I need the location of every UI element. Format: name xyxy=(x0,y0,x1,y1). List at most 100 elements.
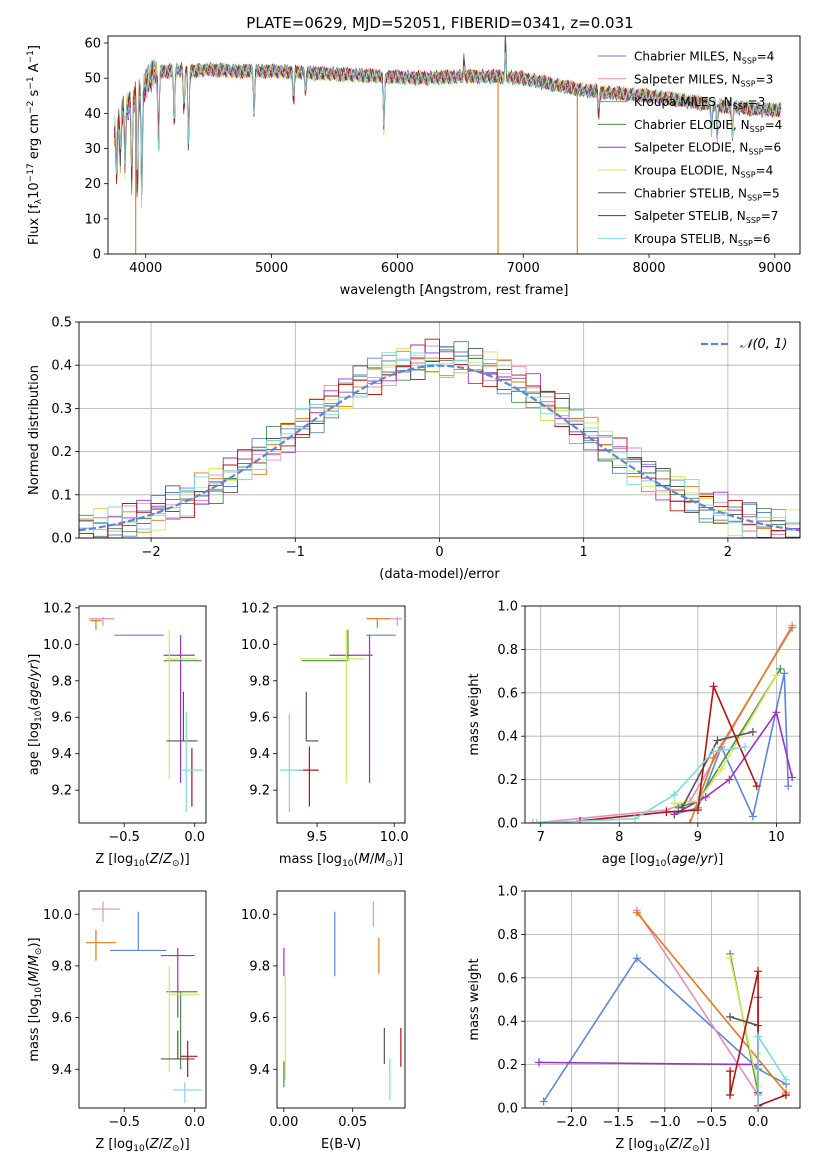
x-tick-label: −0.5 xyxy=(108,1115,140,1130)
weight-marker xyxy=(726,1067,735,1076)
x-tick-label: 10 xyxy=(768,830,785,845)
weight-marker xyxy=(528,819,537,823)
axes-frame xyxy=(276,605,406,824)
spectrum-series-kroupa-stelib xyxy=(113,51,782,209)
weight-series-salpeter-miles xyxy=(532,625,793,823)
x-tick-label: −2.0 xyxy=(556,1115,588,1130)
weight-marker xyxy=(772,671,781,680)
legend-label: Chabrier STELIB, NSSP=5 xyxy=(634,186,780,202)
weight-marker xyxy=(772,708,781,717)
x-tick-label: 9000 xyxy=(758,261,791,276)
weight-lines xyxy=(528,621,797,823)
x-tick-label: 4000 xyxy=(129,261,162,276)
x-tick-label: −1 xyxy=(286,545,305,560)
weight-marker xyxy=(717,764,726,773)
weight-marker xyxy=(788,773,797,782)
weight-marker xyxy=(686,819,694,823)
axes-frame xyxy=(78,321,801,539)
weight-marker xyxy=(754,1104,763,1108)
axes-frame xyxy=(276,890,406,1109)
y-tick-label: 0.8 xyxy=(497,643,518,658)
weight-marker xyxy=(748,727,757,736)
weight-marker xyxy=(782,1090,791,1099)
y-tick-label: 9.8 xyxy=(249,959,270,974)
weight-vs-age-panel: 7 8 9 10 0.0 0.2 0.4 0.6 0.8 1.0 age [log10(age/yr… xyxy=(467,600,801,869)
y-tick-label: 9.2 xyxy=(249,784,270,799)
y-tick-label: 50 xyxy=(84,72,101,87)
errorbars xyxy=(280,616,402,813)
legend-label: Salpeter STELIB, NSSP=7 xyxy=(634,209,778,225)
y-tick-label: 0.2 xyxy=(497,773,518,788)
x-axis-label: wavelength [Angstrom, rest frame] xyxy=(340,283,569,298)
y-tick-label: 10.2 xyxy=(241,601,270,616)
weight-marker xyxy=(693,797,702,806)
weight-marker xyxy=(534,1058,543,1067)
y-axis-label: mass weight xyxy=(467,673,482,755)
axes-frame xyxy=(524,605,801,824)
y-tick-label: 9.6 xyxy=(249,1011,270,1026)
weight-marker xyxy=(726,954,735,963)
weight-marker xyxy=(693,805,702,814)
spectrum-panel: 4000 5000 6000 7000 8000 9000 0 10 20 30 40 50 60 wav… xyxy=(26,35,801,298)
weight-marker xyxy=(752,782,761,791)
x-tick-label: −0.5 xyxy=(108,830,140,845)
histogram-salpeter-stelib xyxy=(79,338,800,538)
x-tick-label: 8000 xyxy=(632,261,665,276)
axis-label: age [log10(age/yr)] xyxy=(27,654,44,776)
axes-frame xyxy=(524,890,801,1109)
normal-curve xyxy=(79,364,800,532)
weight-marker xyxy=(726,1090,735,1099)
weight-marker xyxy=(709,747,718,756)
residuals-histogram-panel: −2 −1 0 1 2 0.0 0.1 0.2 0.3 0.4 0.5 (data-model)/er… xyxy=(27,316,801,582)
x-tick-label: 9 xyxy=(694,830,702,845)
errorbars xyxy=(283,901,402,1101)
x-tick-label: −2 xyxy=(142,545,161,560)
legend-label: Kroupa MILES, NSSP=3 xyxy=(634,95,765,111)
x-tick-label: 9.5 xyxy=(307,830,328,845)
errorbars xyxy=(88,616,204,813)
y-tick-label: 0 xyxy=(93,248,101,263)
y-tick-label: 1.0 xyxy=(497,600,518,615)
x-tick-label: 8 xyxy=(615,830,623,845)
y-tick-label: 9.6 xyxy=(249,711,270,726)
y-tick-label: 9.8 xyxy=(51,959,72,974)
x-tick-label: 7 xyxy=(537,830,545,845)
x-tick-label: 0.00 xyxy=(269,1115,298,1130)
legend-label: 𝒩(0, 1) xyxy=(740,337,787,352)
weight-marker xyxy=(670,790,679,799)
y-tick-label: 40 xyxy=(84,107,101,122)
y-tick-label: 10.2 xyxy=(43,601,72,616)
age-vs-metallicity-panel: −0.5 0.0 9.2 9.4 9.6 9.8 10.0 10.2 Z [log10(Z/Z⊙… xyxy=(27,601,207,869)
y-tick-label: 0.3 xyxy=(51,402,72,417)
weight-marker xyxy=(725,775,734,784)
y-tick-label: 10.0 xyxy=(43,638,72,653)
x-tick-label: 0.0 xyxy=(748,1115,769,1130)
axis-label: Z [log10(Z/Z⊙)] xyxy=(95,852,189,869)
weight-marker xyxy=(713,736,722,745)
axes-frame xyxy=(107,35,801,255)
weight-marker xyxy=(726,1012,735,1021)
legend-label: Salpeter ELODIE, NSSP=6 xyxy=(634,141,781,157)
y-axis-label: mass weight xyxy=(467,958,482,1040)
x-tick-label: 0.0 xyxy=(184,830,205,845)
x-tick-label: −1.5 xyxy=(602,1115,634,1130)
weight-marker xyxy=(780,669,789,678)
y-axis-label: Flux [fλ10−17 erg cm−2 s−1 A−1] xyxy=(26,45,44,245)
errorbars xyxy=(86,901,202,1103)
weight-series-chabrier-miles xyxy=(674,673,789,820)
y-tick-label: 0.6 xyxy=(497,971,518,986)
axis-label: age [log10(age/yr)] xyxy=(602,852,724,869)
histogram-kroupa-stelib xyxy=(79,352,800,538)
weight-marker xyxy=(782,1075,791,1084)
age-vs-mass-panel: 9.5 10.0 9.2 9.4 9.6 9.8 10.0 10.2 mass [log10(M… xyxy=(241,601,409,869)
legend-label: Salpeter MILES, NSSP=3 xyxy=(634,72,773,88)
x-tick-label: −1.0 xyxy=(649,1115,681,1130)
y-tick-label: 0.0 xyxy=(51,532,72,547)
y-tick-label: 60 xyxy=(84,37,101,52)
y-tick-label: 0.8 xyxy=(497,928,518,943)
y-axis-label: Normed distribution xyxy=(27,365,42,495)
y-tick-label: 9.4 xyxy=(51,747,72,762)
x-tick-label: 0 xyxy=(435,545,443,560)
weight-marker xyxy=(539,1097,548,1106)
